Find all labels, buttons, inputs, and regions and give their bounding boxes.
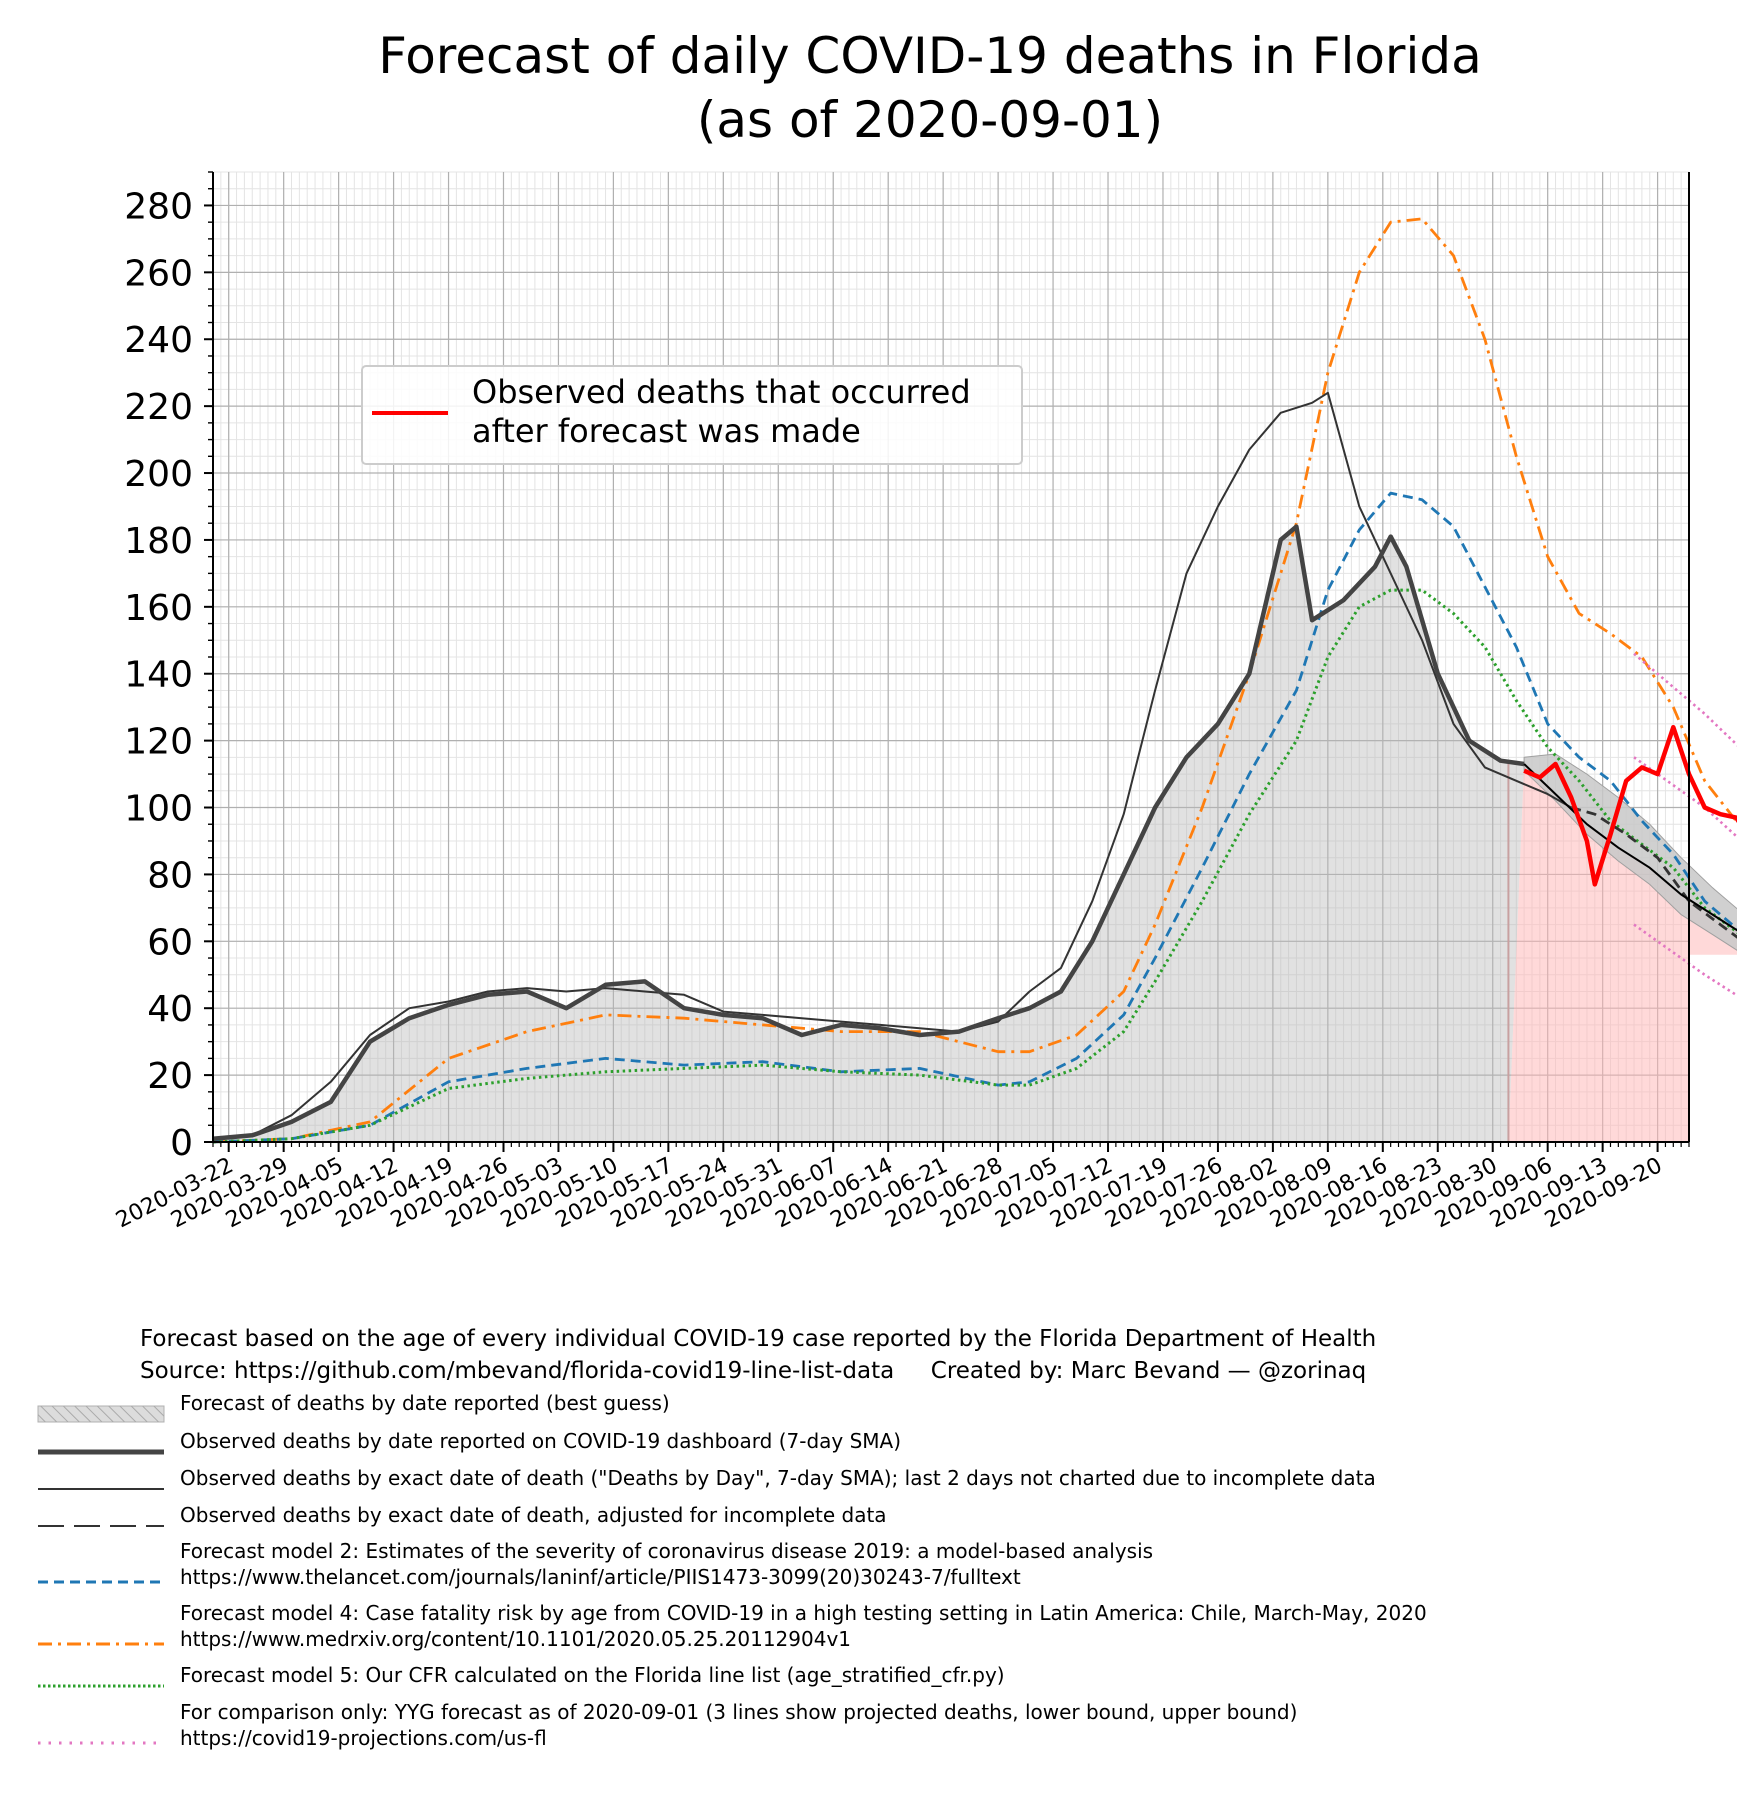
y-tick-label: 180 xyxy=(124,521,193,562)
major-grid xyxy=(213,172,1689,1143)
legend-item-reported-sma: Observed deaths by date reported on COVI… xyxy=(36,1429,1716,1480)
y-tick-label: 240 xyxy=(124,320,193,361)
legend-text: Forecast of deaths by date reported (bes… xyxy=(180,1390,670,1416)
legend-text: For comparison only: YYG forecast as of … xyxy=(180,1699,1297,1751)
y-tick-label: 60 xyxy=(147,922,193,963)
legend-swatch-exact-adjusted xyxy=(36,1514,166,1542)
observed-area-fill xyxy=(213,526,1525,1142)
legend-line: Observed deaths by exact date of death (… xyxy=(180,1466,1376,1490)
legend-item-yyg: For comparison only: YYG forecast as of … xyxy=(36,1700,1716,1751)
chart-title-line1: Forecast of daily COVID-19 deaths in Flo… xyxy=(378,27,1482,85)
y-tick-label: 20 xyxy=(147,1056,193,1097)
series-line-5 xyxy=(212,217,1737,1144)
y-tick-label: 0 xyxy=(170,1123,193,1164)
legend-text: Forecast model 5: Our CFR calculated on … xyxy=(180,1662,1005,1688)
chart-title-line2: (as of 2020-09-01) xyxy=(697,91,1163,149)
legend-item-exact-adjusted: Observed deaths by exact date of death, … xyxy=(36,1503,1716,1554)
y-tick-label: 280 xyxy=(124,186,193,227)
y-tick-label: 100 xyxy=(124,789,193,830)
series-line-2 xyxy=(212,524,1525,1141)
legend-line: Observed deaths by date reported on COVI… xyxy=(180,1429,902,1453)
credit-line-1: Forecast based on the age of every indiv… xyxy=(140,1326,1377,1352)
legend-line: For comparison only: YYG forecast as of … xyxy=(180,1700,1298,1724)
legend-item-exact-date: Observed deaths by exact date of death (… xyxy=(36,1466,1716,1517)
legend-line: https://covid19-projections.com/us-fl xyxy=(180,1726,547,1750)
legend-line: Forecast model 5: Our CFR calculated on … xyxy=(180,1663,1005,1687)
y-tick-label: 120 xyxy=(124,722,193,763)
chart: Forecast of daily COVID-19 deaths in Flo… xyxy=(112,27,1737,1233)
x-ticks: 2020-03-222020-03-292020-04-052020-04-12… xyxy=(112,1142,1690,1233)
legend-line: Forecast of deaths by date reported (bes… xyxy=(180,1391,670,1415)
y-tick-label: 220 xyxy=(124,387,193,428)
y-tick-label: 260 xyxy=(124,253,193,294)
series-line-7 xyxy=(1633,756,1737,839)
y-tick-label: 140 xyxy=(124,655,193,696)
legend-line: Forecast model 4: Case fatality risk by … xyxy=(180,1601,1427,1625)
forecast-band xyxy=(1523,753,1737,951)
series-line-9 xyxy=(1633,923,1737,997)
legend-swatch-model-5 xyxy=(36,1674,166,1702)
series-line-4 xyxy=(212,491,1737,1144)
inset-legend-box xyxy=(361,365,1023,465)
legend-item-model-2: Forecast model 2: Estimates of the sever… xyxy=(36,1539,1716,1590)
legend-line: https://www.thelancet.com/journals/lanin… xyxy=(180,1565,1021,1589)
legend-line: Observed deaths by exact date of death, … xyxy=(180,1503,887,1527)
legend-item-model-5: Forecast model 5: Our CFR calculated on … xyxy=(36,1663,1716,1714)
legend-swatch-yyg xyxy=(36,1731,166,1759)
legend-swatch-forecast-band xyxy=(36,1402,166,1430)
inset-legend-line1: Observed deaths that occurred xyxy=(472,373,971,411)
legend-swatch-reported-sma xyxy=(36,1440,166,1468)
y-tick-label: 200 xyxy=(124,454,193,495)
legend-swatch-model-2 xyxy=(36,1570,166,1598)
legend-swatch-exact-date xyxy=(36,1477,166,1505)
y-ticks: 0 20 40 60 80 100 120 140 160 180 200 220 240 260 280 xyxy=(124,171,213,1164)
inset-legend: Observed deaths that occurred after fore… xyxy=(361,365,1023,465)
legend-text: Forecast model 4: Case fatality risk by … xyxy=(180,1600,1427,1652)
y-tick-label: 80 xyxy=(147,855,193,896)
y-tick-label: 40 xyxy=(147,989,193,1030)
legend-swatch-model-4 xyxy=(36,1632,166,1660)
legend-text: Observed deaths by exact date of death (… xyxy=(180,1465,1376,1491)
legend-text: Forecast model 2: Estimates of the sever… xyxy=(180,1538,1153,1590)
inset-legend-line2: after forecast was made xyxy=(472,412,861,450)
legend-text: Observed deaths by exact date of death, … xyxy=(180,1502,887,1528)
credit-line-2: Source: https://github.com/mbevand/flori… xyxy=(140,1358,1367,1384)
plot-area: 0 20 40 60 80 100 120 140 160 180 200 220 240 260 280 2… xyxy=(112,171,1737,1233)
series-line-6 xyxy=(212,588,1737,1144)
legend-item-forecast-band: Forecast of deaths by date reported (bes… xyxy=(36,1391,1716,1442)
forecast-area-fill xyxy=(1508,764,1737,1142)
y-tick-label: 160 xyxy=(124,588,193,629)
legend-text: Observed deaths by date reported on COVI… xyxy=(180,1428,901,1454)
legend-item-model-4: Forecast model 4: Case fatality risk by … xyxy=(36,1601,1716,1652)
series-line-10 xyxy=(1523,724,1737,887)
legend-line: https://www.medrxiv.org/content/10.1101/… xyxy=(180,1627,852,1651)
legend-line: Forecast model 2: Estimates of the sever… xyxy=(180,1539,1154,1563)
